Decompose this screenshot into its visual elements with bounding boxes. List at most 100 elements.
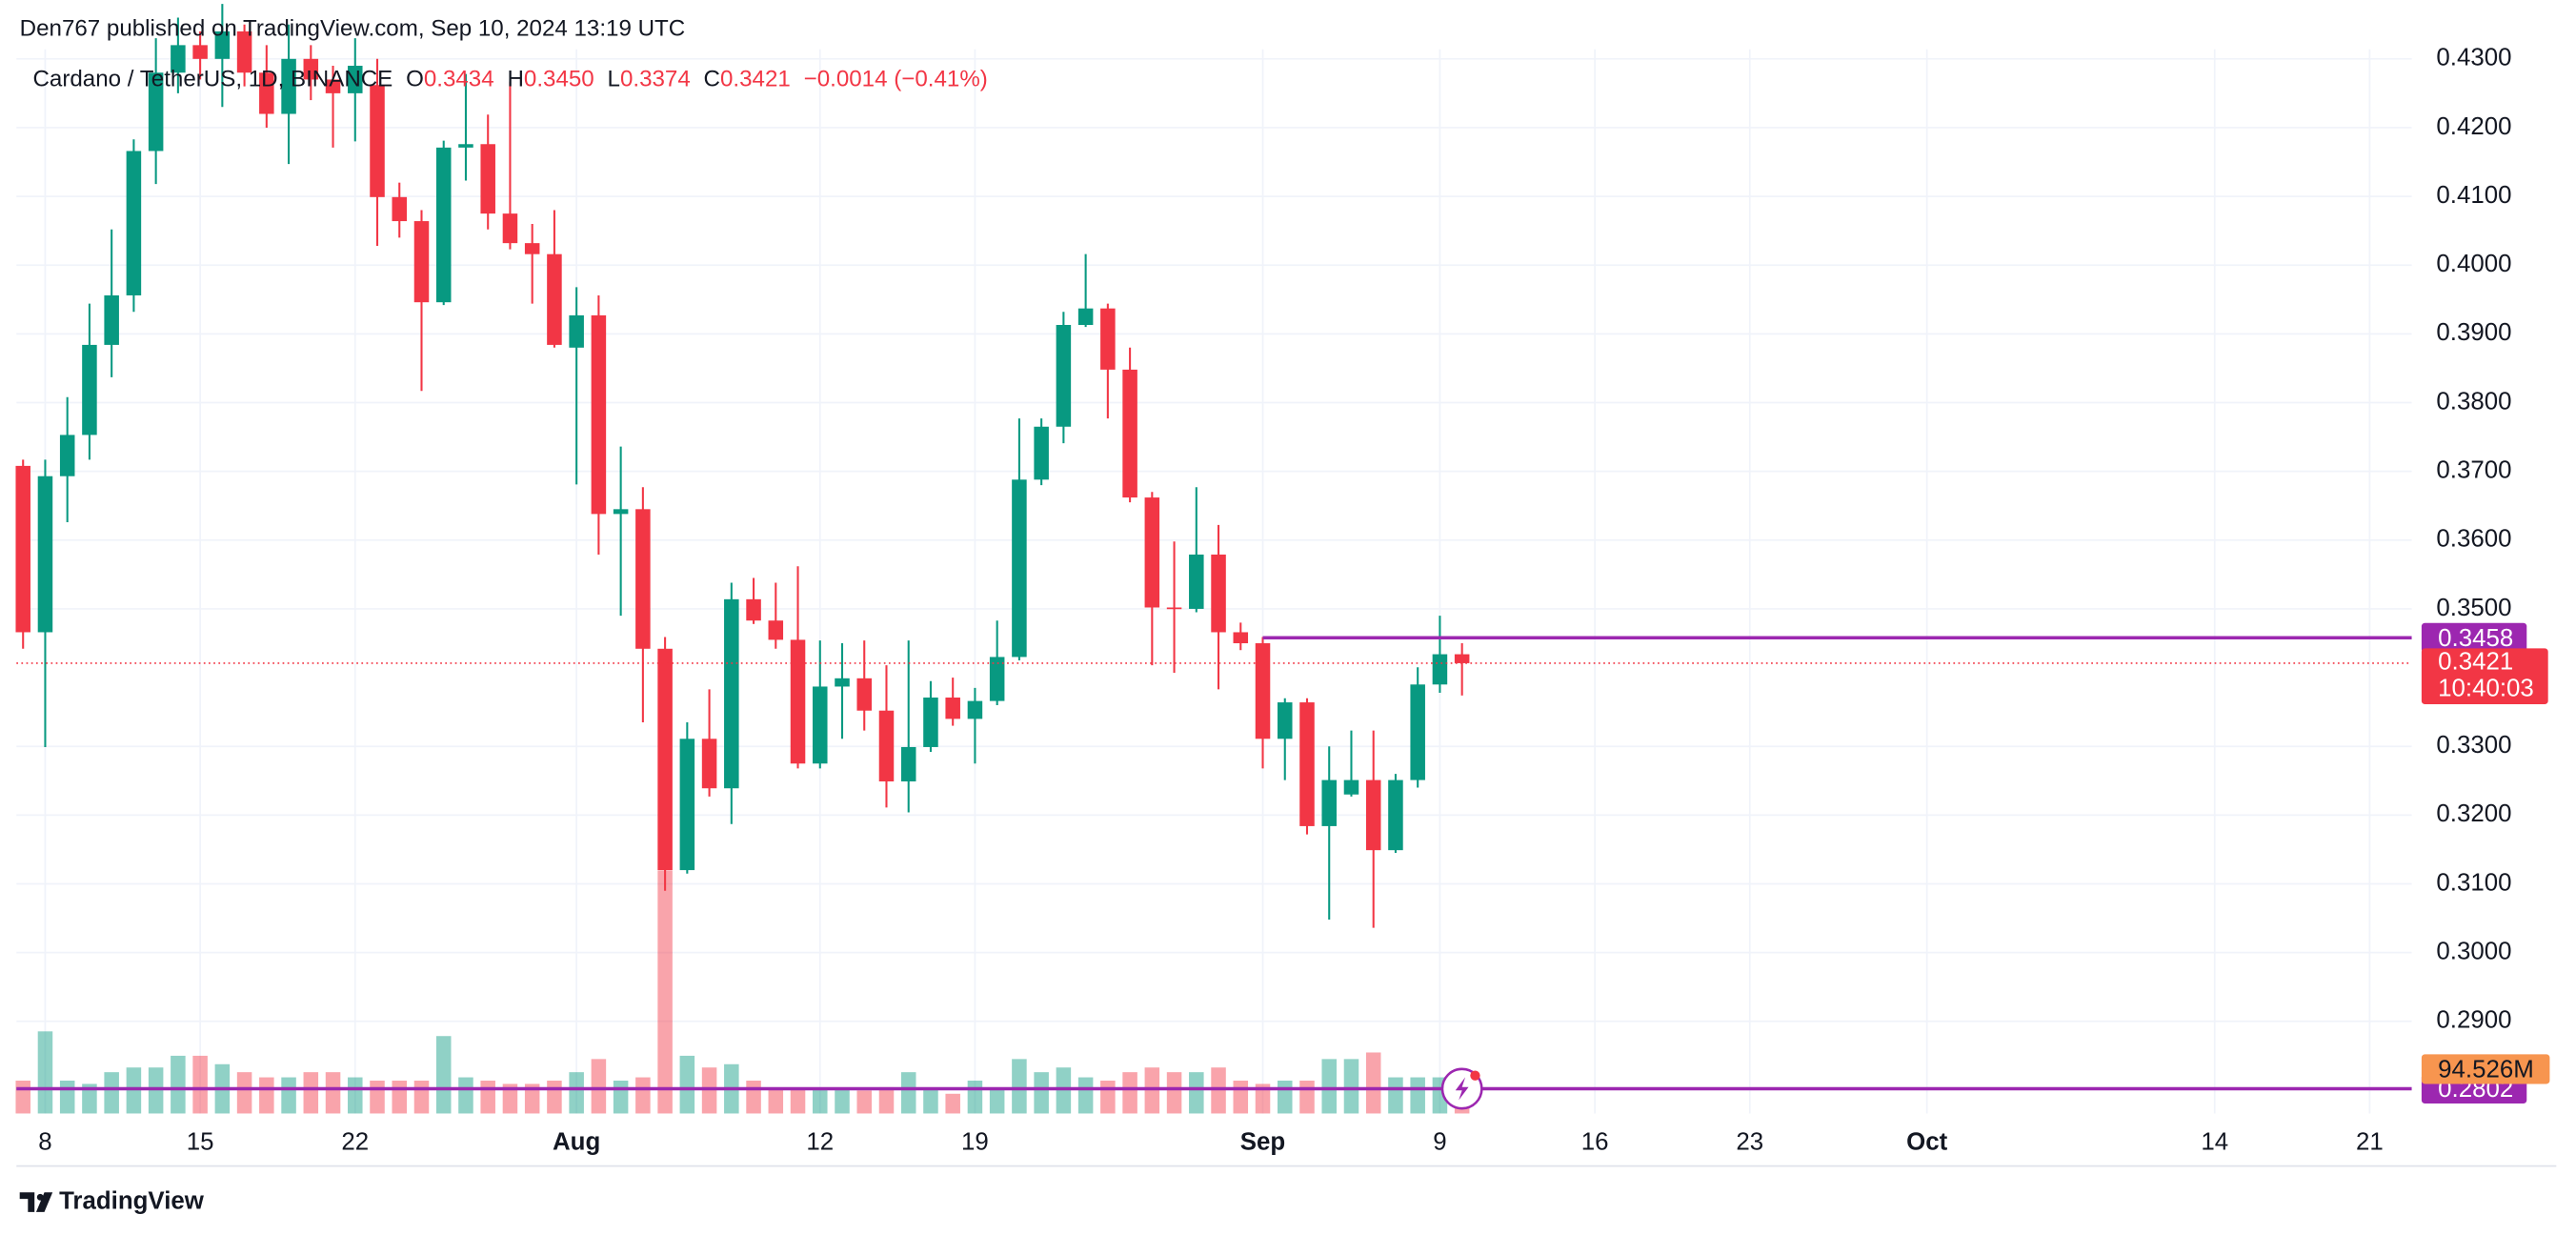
volume-bar [1034, 1072, 1049, 1114]
volume-bar [59, 1081, 75, 1114]
volume-bar [635, 1077, 651, 1114]
volume-bar [171, 1055, 186, 1114]
candle-body [900, 746, 916, 782]
candle-body [724, 598, 739, 789]
volume-bar [923, 1088, 938, 1114]
legend-value: 0.3374 [620, 67, 691, 92]
logo-mark [19, 1192, 53, 1212]
volume-tag [2421, 1054, 2550, 1084]
y-tick-label: 0.3500 [2436, 595, 2511, 621]
candle-body [613, 509, 629, 515]
candle-body [813, 686, 828, 764]
y-tick-label: 0.4100 [2436, 182, 2511, 209]
candle-body [1100, 308, 1116, 370]
legend-value: 0.3421 [720, 67, 791, 92]
candle-body [1233, 632, 1249, 644]
volume-bar [458, 1077, 473, 1114]
countdown: 10:40:03 [2438, 675, 2534, 701]
volume-bar [1321, 1059, 1337, 1114]
volume-bar [945, 1093, 960, 1114]
logo-dot [36, 1193, 44, 1201]
candle-body [679, 739, 695, 871]
volume-bar [967, 1081, 983, 1114]
candle-body [1365, 779, 1381, 851]
candle-body [856, 678, 873, 711]
candle-body [945, 698, 960, 719]
x-tick-label: 8 [38, 1128, 51, 1155]
candle-body [790, 639, 806, 764]
candle-body [458, 144, 473, 148]
price-tag [2421, 622, 2527, 653]
y-tick-label: 0.3600 [2436, 526, 2511, 553]
volume-bar [768, 1088, 784, 1114]
candle-body [1255, 643, 1271, 739]
attribution: Den767 published on TradingView.com, Sep… [20, 15, 686, 41]
volume-bar [569, 1072, 584, 1114]
candle-body [126, 151, 142, 295]
volume-bar [1388, 1077, 1403, 1114]
x-tick-label: Aug [553, 1128, 600, 1155]
candle-body [1211, 554, 1226, 633]
volume-tag-label: 94.526M [2438, 1056, 2534, 1083]
volume-bar [281, 1077, 296, 1114]
x-tick-label: 12 [806, 1128, 834, 1155]
x-tick-label: 21 [2356, 1128, 2384, 1155]
volume-bar [303, 1072, 319, 1114]
volume-bar [413, 1081, 430, 1114]
candle-body [1299, 702, 1315, 826]
volume-bar [82, 1083, 97, 1114]
volume-bar [1277, 1081, 1293, 1114]
legend: Cardano / TetherUS, 1D, BINANCE O0.3434 H0… [32, 67, 987, 92]
x-tick-label: 14 [2201, 1128, 2228, 1155]
volume-bar [1365, 1052, 1381, 1114]
candle-body [214, 30, 231, 59]
volume-bar [1166, 1072, 1182, 1114]
volume-bar [1343, 1059, 1359, 1114]
legend-key: C [704, 67, 720, 92]
x-tick-label: 15 [187, 1128, 214, 1155]
candle-body [923, 698, 938, 747]
candle-body [1034, 426, 1049, 480]
candle-body [171, 45, 186, 73]
candle-body [1166, 607, 1182, 610]
candle-body [835, 678, 850, 687]
legend-key: H [507, 67, 523, 92]
volume-bar [790, 1088, 806, 1114]
volume-bar [547, 1081, 562, 1114]
volume-bar [878, 1086, 895, 1114]
candle-body [348, 66, 363, 93]
volume-bar [259, 1077, 274, 1114]
volume-bar [37, 1031, 53, 1114]
alert-bolt [1455, 1077, 1469, 1101]
x-tick-label: 22 [341, 1128, 369, 1155]
volume-bar [1122, 1072, 1137, 1114]
legend-value: 0.3434 [424, 67, 494, 92]
volume-bar [591, 1059, 607, 1114]
volume-bar [392, 1081, 408, 1114]
candle-body [502, 213, 518, 244]
legend-value: 0.3450 [524, 67, 594, 92]
volume-bar [126, 1067, 142, 1114]
x-tick-label: Sep [1240, 1128, 1285, 1155]
y-tick-label: 0.3700 [2436, 456, 2511, 483]
candle-body [303, 58, 319, 80]
volume-bar [746, 1081, 761, 1114]
volume-bar [856, 1090, 873, 1114]
candle-body [104, 294, 119, 345]
candle-body [15, 465, 30, 633]
candle-body [746, 598, 761, 621]
volume-bar [325, 1072, 341, 1114]
candle-body [1343, 779, 1359, 795]
y-tick-label: 0.3000 [2436, 938, 2511, 964]
candle-body [325, 79, 341, 93]
candle-body [82, 344, 97, 435]
candle-body [37, 476, 53, 633]
candle-body [989, 657, 1005, 701]
volume-bar [480, 1081, 495, 1114]
candle-body [192, 45, 208, 59]
candle-body [1410, 684, 1425, 780]
volume-bar [435, 1036, 452, 1114]
volume-bar [1255, 1083, 1271, 1114]
volume-bar [15, 1081, 30, 1114]
